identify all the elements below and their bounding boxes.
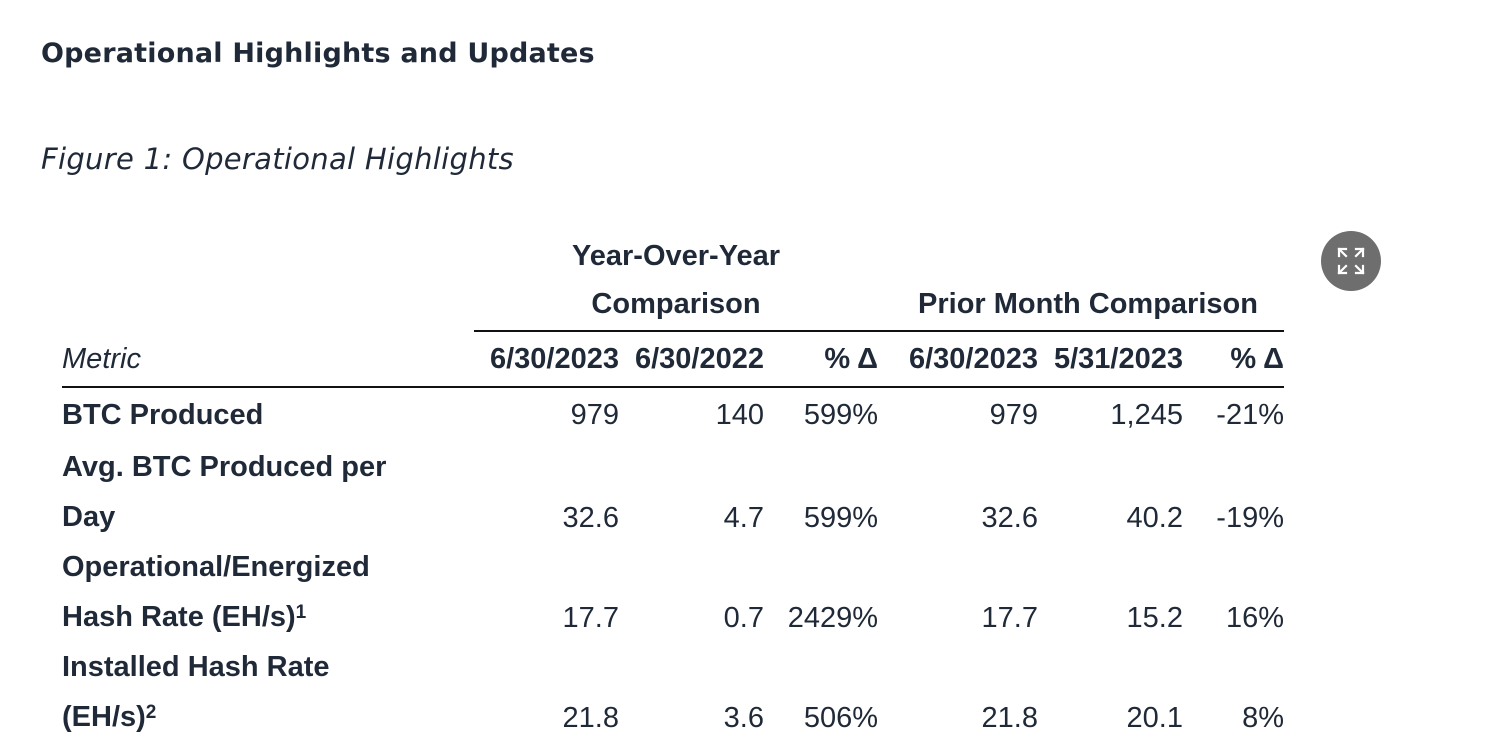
cell-yoy-current: 979 — [570, 399, 619, 431]
cell-mom-pct: 8% — [1242, 702, 1284, 734]
mom-pct-header: % Δ — [1183, 331, 1284, 388]
expand-arrows-icon — [1337, 247, 1365, 275]
cell-yoy-pct: 506% — [803, 702, 878, 734]
group-header-row: Year-Over-Year Comparison Prior Month Co… — [62, 232, 1284, 332]
cell-mom-current: 17.7 — [981, 602, 1038, 634]
expand-table-button[interactable] — [1321, 231, 1381, 291]
row-metric-label-line2: (EH/s) — [62, 701, 146, 733]
row-metric-label-line1: Avg. BTC Produced per — [62, 451, 387, 483]
row-metric-label: Operational/Energized Hash Rate (EH/s)1 — [62, 542, 474, 642]
mom-group-header: Prior Month Comparison — [878, 232, 1284, 332]
cell-yoy-prior: 4.7 — [723, 502, 764, 534]
yoy-group-header: Year-Over-Year Comparison — [474, 232, 878, 332]
cell-yoy-current: 32.6 — [562, 502, 619, 534]
yoy-prior-header: 6/30/2022 — [619, 331, 764, 388]
table-row: BTC Produced 979 140 599% 979 1,245 -21% — [62, 387, 1284, 442]
row-metric-label-line2-wrap: Hash Rate (EH/s)1 — [62, 592, 474, 642]
row-metric-label-line1: Installed Hash Rate — [62, 651, 330, 683]
cell-mom-pct: -19% — [1216, 502, 1284, 534]
mom-current-header: 6/30/2023 — [878, 331, 1038, 388]
cell-yoy-pct: 599% — [803, 502, 878, 534]
mom-prior-header: 5/31/2023 — [1038, 331, 1183, 388]
row-metric-label-line1: Operational/Energized — [62, 551, 370, 583]
yoy-pct-header: % Δ — [764, 331, 878, 388]
cell-yoy-prior: 140 — [715, 399, 764, 431]
section-heading: Operational Highlights and Updates — [41, 38, 595, 69]
cell-mom-prior: 1,245 — [1110, 399, 1183, 431]
cell-mom-prior: 15.2 — [1126, 602, 1183, 634]
row-metric-label: BTC Produced — [62, 399, 264, 431]
cell-yoy-current: 17.7 — [562, 602, 619, 634]
footnote-marker: 1 — [295, 602, 307, 623]
figure-caption: Figure 1: Operational Highlights — [41, 142, 514, 176]
cell-yoy-prior: 0.7 — [723, 602, 764, 634]
cell-mom-prior: 40.2 — [1126, 502, 1183, 534]
cell-yoy-pct: 2429% — [787, 602, 878, 634]
cell-yoy-current: 21.8 — [562, 702, 619, 734]
cell-mom-pct: -21% — [1216, 399, 1284, 431]
cell-mom-current: 32.6 — [981, 502, 1038, 534]
cell-mom-current: 979 — [989, 399, 1038, 431]
table-row: Installed Hash Rate (EH/s)2 21.8 3.6 506… — [62, 642, 1284, 742]
row-metric-label-line2: Hash Rate (EH/s) — [62, 601, 296, 633]
table-row: Operational/Energized Hash Rate (EH/s)1 … — [62, 542, 1284, 642]
row-metric-label: Installed Hash Rate (EH/s)2 — [62, 642, 474, 742]
group-header-spacer — [62, 232, 474, 331]
cell-mom-prior: 20.1 — [1126, 702, 1183, 734]
cell-yoy-pct: 599% — [803, 399, 878, 431]
yoy-current-header: 6/30/2023 — [474, 331, 619, 388]
metric-column-header: Metric — [62, 331, 474, 388]
footnote-marker: 2 — [145, 702, 157, 723]
row-metric-label: Avg. BTC Produced per Day — [62, 442, 474, 542]
row-metric-label-line2: Day — [62, 501, 116, 533]
mom-group-label: Prior Month Comparison — [918, 288, 1258, 320]
column-header-row: Metric 6/30/2023 6/30/2022 % Δ 6/30/2023… — [62, 331, 1284, 388]
row-metric-label-line2-wrap: (EH/s)2 — [62, 692, 474, 742]
cell-mom-current: 21.8 — [981, 702, 1038, 734]
operational-highlights-table: Year-Over-Year Comparison Prior Month Co… — [62, 232, 1284, 742]
cell-yoy-prior: 3.6 — [723, 702, 764, 734]
cell-mom-pct: 16% — [1225, 602, 1284, 634]
yoy-group-label: Year-Over-Year Comparison — [572, 240, 780, 320]
table-row: Avg. BTC Produced per Day 32.6 4.7 599% … — [62, 442, 1284, 542]
